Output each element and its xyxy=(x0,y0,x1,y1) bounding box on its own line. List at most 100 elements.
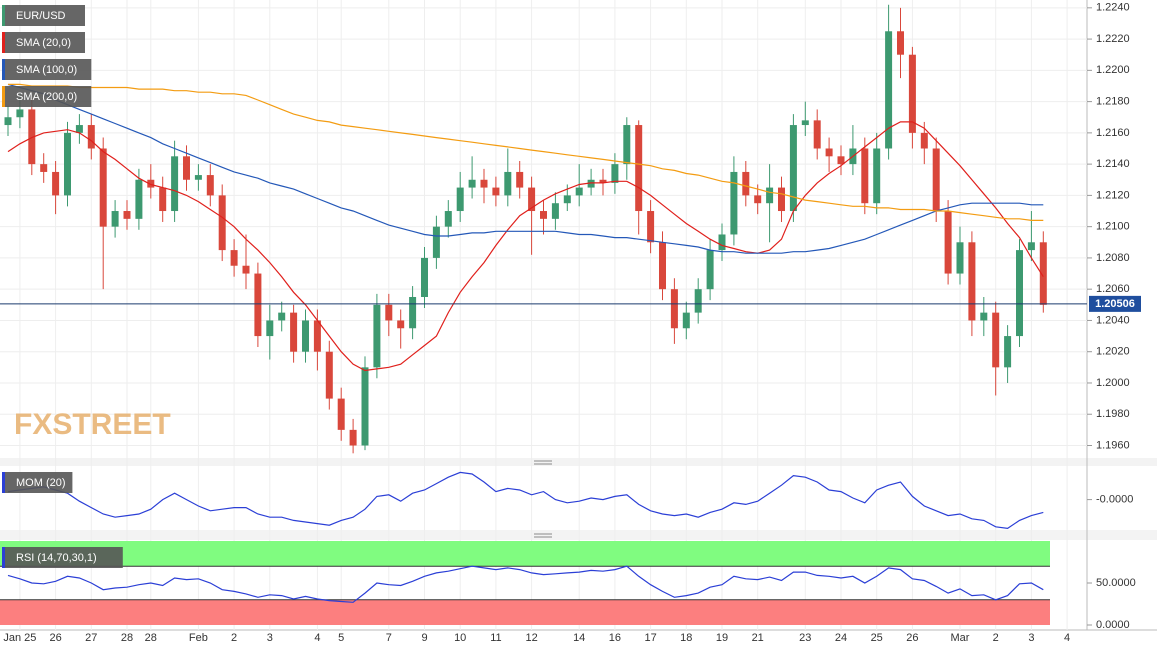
y-tick-label: 1.2000 xyxy=(1096,377,1130,389)
x-tick-label: 9 xyxy=(421,632,427,644)
legend-swatch xyxy=(2,59,5,80)
x-tick-label: 19 xyxy=(716,632,728,644)
series-line xyxy=(7,471,1044,530)
candle-body xyxy=(266,320,274,337)
candle-body xyxy=(944,211,952,274)
y-tick-label: 1.2120 xyxy=(1096,189,1130,201)
candle-body xyxy=(540,211,547,219)
candle-body xyxy=(302,320,309,352)
candle-body xyxy=(111,211,119,227)
watermark: FXSTREET xyxy=(14,408,171,441)
candle-body xyxy=(480,179,488,188)
candle-body xyxy=(87,125,95,149)
candle-body xyxy=(623,125,631,165)
candle-body xyxy=(123,211,131,219)
y-tick-label: -0.0000 xyxy=(1096,494,1133,506)
candle-body xyxy=(837,156,845,165)
candle-body xyxy=(742,171,750,196)
legend-box[interactable] xyxy=(2,86,92,107)
legend-swatch xyxy=(2,86,5,107)
legend-box[interactable] xyxy=(2,472,73,493)
x-tick-label: 28 xyxy=(121,632,133,644)
y-tick-label: 1.1980 xyxy=(1096,408,1130,420)
candle-body xyxy=(873,148,881,204)
x-tick-label: 23 xyxy=(799,632,811,644)
candle-body xyxy=(647,211,655,243)
separator xyxy=(0,530,1157,540)
y-tick-label: 1.2160 xyxy=(1096,127,1130,139)
x-tick-label: 7 xyxy=(386,632,392,644)
x-tick-label: 26 xyxy=(49,632,61,644)
x-tick-label: 10 xyxy=(454,632,466,644)
x-tick-label: 2 xyxy=(993,632,999,644)
series-line xyxy=(7,121,1044,372)
y-tick-label: 1.2060 xyxy=(1096,283,1130,295)
y-tick-label: 1.2140 xyxy=(1096,158,1130,170)
candle-body xyxy=(897,31,904,55)
candle-body xyxy=(52,171,60,196)
candle-body xyxy=(551,203,559,219)
candle-body xyxy=(290,312,298,352)
candle-body xyxy=(766,187,774,204)
series-line xyxy=(8,83,1044,221)
candle-body xyxy=(1027,242,1035,251)
y-tick-label: 1.2040 xyxy=(1096,314,1130,326)
candle-body xyxy=(789,125,797,212)
candle-body xyxy=(980,312,988,321)
overbought-zone xyxy=(0,541,1050,567)
candle-body xyxy=(516,171,524,188)
x-tick-label: 16 xyxy=(609,632,621,644)
candle-body xyxy=(325,351,333,399)
candle-body xyxy=(659,242,666,290)
x-tick-label: 26 xyxy=(906,632,918,644)
legend-swatch xyxy=(2,5,5,26)
candle-body xyxy=(16,109,24,118)
candle-body xyxy=(206,175,214,196)
y-tick-label: 1.2240 xyxy=(1096,2,1130,14)
y-tick-label: 1.2200 xyxy=(1096,64,1130,76)
legend-box[interactable] xyxy=(2,5,85,26)
legend-box[interactable] xyxy=(2,32,85,53)
last-price-label: 1.20506 xyxy=(1095,298,1135,310)
candle-body xyxy=(528,187,536,212)
x-tick-label: 4 xyxy=(314,632,320,644)
oversold-zone xyxy=(0,599,1050,625)
candle-body xyxy=(99,148,107,227)
legend-box[interactable] xyxy=(2,59,92,80)
series-line xyxy=(7,565,1044,603)
candle-body xyxy=(40,164,48,172)
candle-body xyxy=(337,398,345,430)
candle-body xyxy=(349,429,357,446)
x-tick-label: 4 xyxy=(1064,632,1070,644)
candle-body xyxy=(968,242,976,321)
candle-body xyxy=(1016,250,1023,337)
x-tick-label: 11 xyxy=(490,632,501,644)
separator xyxy=(0,458,1157,466)
candle-body xyxy=(135,179,143,219)
candle-body xyxy=(825,148,833,157)
candle-body xyxy=(147,179,155,188)
candle-body xyxy=(468,179,476,188)
candle-body xyxy=(920,132,928,149)
legend-box[interactable] xyxy=(2,547,123,568)
candle-body xyxy=(159,187,167,212)
x-tick-label: 5 xyxy=(338,632,344,644)
x-tick-label: 27 xyxy=(85,632,97,644)
candle-body xyxy=(682,312,690,329)
x-tick-label: 14 xyxy=(573,632,585,644)
candle-body xyxy=(1039,242,1047,305)
legend-label: MOM (20) xyxy=(16,477,66,489)
candle-body xyxy=(587,179,595,188)
x-tick-label: 3 xyxy=(267,632,273,644)
candle-body xyxy=(599,179,607,183)
candle-body xyxy=(409,296,417,329)
x-tick-label: Mar xyxy=(951,632,970,644)
legend-label: SMA (100,0) xyxy=(16,64,77,76)
x-tick-label: 24 xyxy=(835,632,847,644)
x-tick-label: Feb xyxy=(189,632,208,644)
y-tick-label: 1.1960 xyxy=(1096,439,1130,451)
x-tick-label: 3 xyxy=(1028,632,1034,644)
candle-body xyxy=(694,289,702,313)
